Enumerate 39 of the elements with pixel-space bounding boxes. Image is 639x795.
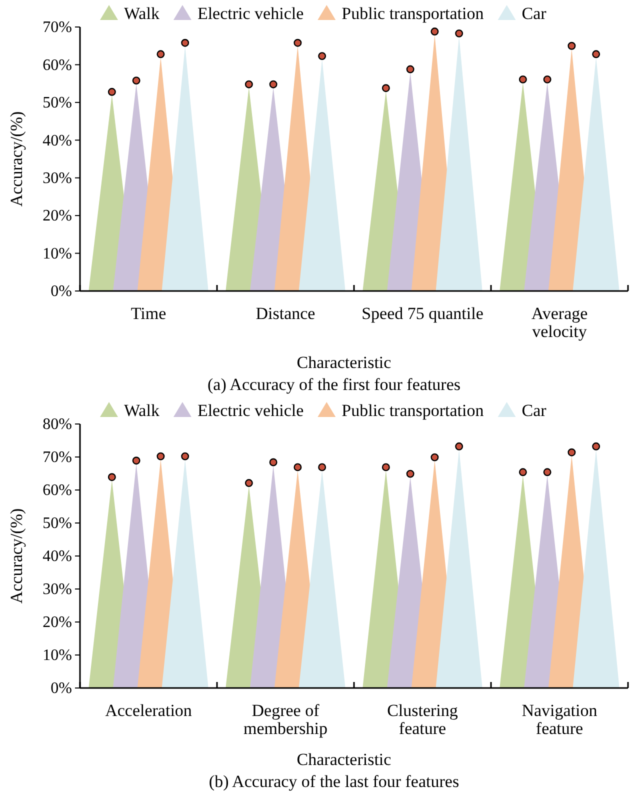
legend-label: Walk (124, 401, 160, 420)
y-tick-label: 0% (50, 283, 72, 300)
text: (b) Accuracy of the last four features (208, 772, 460, 791)
y-axis-title: Accuracy/(%) (7, 508, 26, 604)
legend-label: Car (522, 401, 547, 420)
y-tick-label: 70% (42, 449, 72, 466)
y-axis-title: Accuracy/(%) (7, 111, 26, 207)
x-tick-label: Speed 75 quantile (362, 304, 484, 323)
x-tick-label: Distance (256, 304, 316, 323)
legend-label: Electric vehicle (197, 4, 304, 23)
legend-label: Public transportation (342, 401, 484, 420)
legend-label: Walk (124, 4, 160, 23)
y-tick-label: 80% (42, 416, 72, 434)
legend-label: Electric vehicle (197, 401, 304, 420)
text: (a) Accuracy of the first four features (208, 375, 460, 394)
x-tick-label: Time (130, 304, 166, 323)
x-tick-label: Acceleration (105, 701, 192, 720)
legend-label: Public transportation (342, 4, 484, 23)
y-tick-label: 40% (42, 132, 72, 150)
legend-label: Car (522, 4, 547, 23)
y-tick-label: 10% (42, 647, 72, 664)
x-axis-title: Characteristic (296, 750, 392, 769)
x-tick-label: Clustering feature (387, 701, 458, 738)
y-tick-label: 30% (42, 170, 72, 187)
y-tick-label: 10% (42, 245, 72, 262)
x-axis-title: Characteristic (296, 353, 392, 372)
y-tick-label: 40% (42, 548, 72, 566)
x-tick-label: Degree of membership (243, 701, 328, 738)
y-tick-label: 30% (42, 581, 72, 598)
y-tick-label: 60% (42, 482, 72, 500)
y-tick-label: 0% (50, 680, 72, 698)
y-tick-label: 70% (42, 19, 72, 36)
y-tick-label: 20% (42, 208, 72, 225)
y-tick-label: 50% (42, 94, 72, 112)
x-tick-label: Average velocity (531, 304, 588, 341)
x-tick-label: Navigation feature (522, 701, 598, 738)
y-tick-label: 50% (42, 515, 72, 532)
y-tick-label: 60% (42, 56, 72, 74)
y-tick-label: 20% (42, 614, 72, 632)
